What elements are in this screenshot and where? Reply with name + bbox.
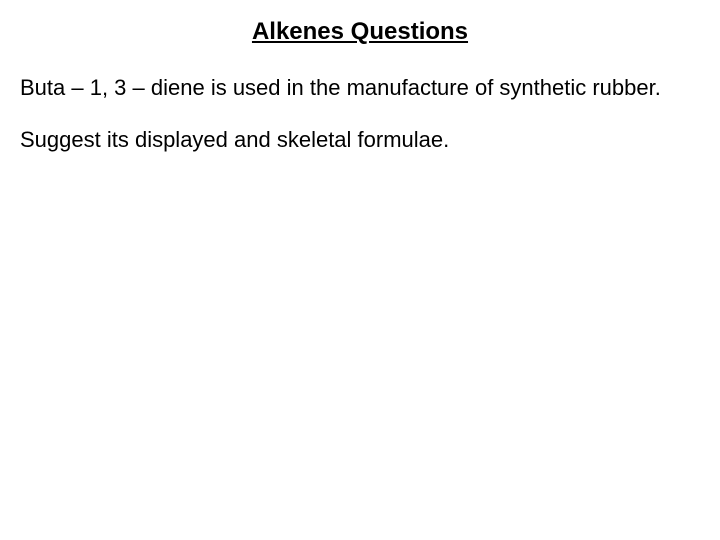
question-context: Buta – 1, 3 – diene is used in the manuf… xyxy=(20,74,700,102)
slide: Alkenes Questions Buta – 1, 3 – diene is… xyxy=(0,0,720,540)
page-title: Alkenes Questions xyxy=(20,18,700,46)
question-prompt: Suggest its displayed and skeletal formu… xyxy=(20,126,700,154)
